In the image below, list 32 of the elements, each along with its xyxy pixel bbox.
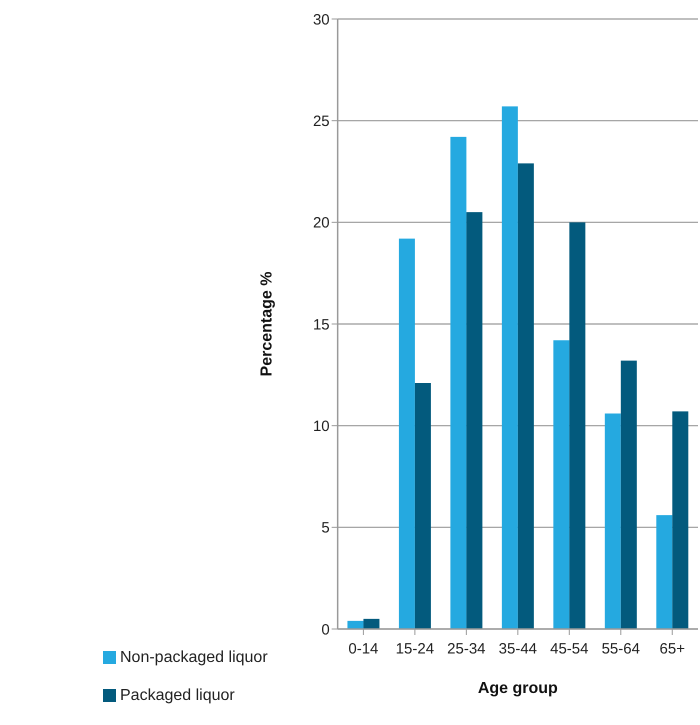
y-tick-label: 5 [321, 520, 330, 537]
y-tick-label: 10 [312, 418, 330, 435]
y-tick-label: 0 [321, 621, 330, 638]
x-tick-label: 25-34 [447, 640, 486, 658]
y-tick-label: 20 [312, 214, 330, 232]
x-tick-label: 65+ [660, 640, 686, 658]
x-tick-label: 35-44 [498, 640, 538, 658]
bar [398, 238, 415, 629]
bar [347, 620, 364, 629]
y-axis-title: Percentage % [258, 272, 276, 376]
bar [656, 515, 672, 629]
y-tick-label: 30 [312, 11, 330, 28]
bar [553, 340, 570, 629]
x-axis-title: Age group [478, 680, 558, 697]
legend-label: Packaged liquor [120, 687, 235, 704]
bar [414, 382, 431, 629]
bar [502, 106, 518, 629]
bar [466, 212, 482, 629]
bar [672, 411, 688, 629]
x-tick-label: 45-54 [550, 640, 588, 658]
bar [569, 222, 586, 629]
bar [604, 413, 621, 629]
bar [620, 360, 637, 629]
x-tick-label: 15-24 [396, 640, 434, 658]
bar [518, 163, 534, 629]
y-tick-label: 25 [312, 112, 330, 130]
x-tick-label: 0-14 [348, 640, 378, 658]
y-tick-label: 15 [312, 316, 330, 334]
legend-label: Non-packaged liquor [120, 649, 268, 666]
x-tick-label: 55-64 [602, 640, 640, 658]
bar [363, 618, 380, 629]
bar [450, 136, 466, 629]
